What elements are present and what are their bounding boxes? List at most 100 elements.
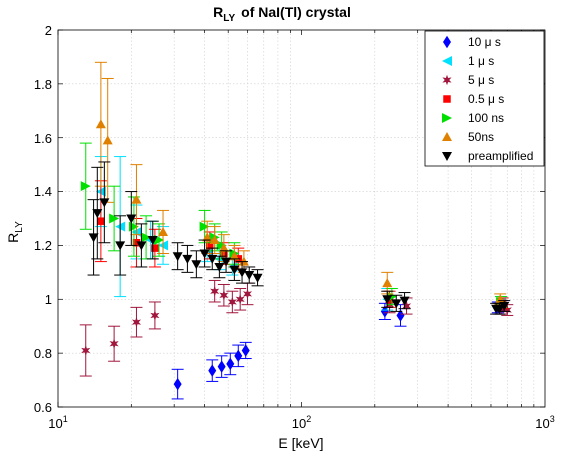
data-point: [252, 273, 263, 283]
y-tick-label-0.8: 0.8: [34, 346, 52, 361]
x-axis-label: E [keV]: [278, 435, 323, 451]
data-point: [95, 119, 106, 129]
series-0: [171, 299, 509, 400]
y-axis-label-main: R: [5, 233, 21, 243]
legend-label: 100 ns: [468, 111, 504, 125]
data-point: [158, 226, 169, 236]
data-point: [210, 285, 220, 297]
data-point: [396, 309, 405, 322]
data-point: [88, 233, 99, 243]
data-point: [229, 265, 240, 275]
data-point: [227, 296, 237, 308]
x-tick-labels: 101 102 103: [48, 414, 554, 431]
data-point: [382, 295, 393, 305]
data-point: [229, 251, 240, 261]
data-point: [109, 213, 120, 224]
legend-label: 5 μ s: [468, 73, 494, 87]
data-point: [141, 232, 152, 243]
title-subscript: LY: [223, 13, 235, 24]
data-point: [81, 345, 91, 356]
data-point: [226, 357, 235, 371]
series-6: [87, 161, 511, 315]
y-tick-label-1.2: 1.2: [34, 238, 52, 253]
series-1: [94, 156, 508, 311]
series-2: [79, 279, 514, 377]
data-point: [244, 271, 255, 281]
data-point: [217, 360, 226, 373]
legend-marker: [442, 152, 452, 161]
data-point: [92, 209, 103, 219]
data-point: [150, 310, 160, 321]
data-point: [218, 243, 229, 253]
legend-item: 50ns: [442, 130, 494, 144]
data-point: [191, 260, 202, 270]
legend-item: preamplified: [442, 149, 533, 163]
y-tick-label-1.6: 1.6: [34, 131, 52, 146]
data-point: [99, 198, 110, 208]
data-point: [234, 349, 243, 363]
y-tick-label-1.4: 1.4: [34, 184, 52, 199]
data-point: [131, 316, 142, 328]
data-point: [382, 278, 393, 288]
data-point: [242, 288, 253, 300]
legend-item: 0.5 μ s: [443, 92, 504, 106]
legend-item: 100 ns: [442, 111, 504, 125]
data-point: [131, 194, 142, 204]
series-3: [94, 180, 509, 310]
data-point: [216, 240, 227, 251]
data-point: [126, 214, 137, 224]
title-rest: of NaI(Tl) crystal: [241, 4, 351, 20]
legend-marker: [442, 74, 452, 86]
chart-title: RLY of NaI(Tl) crystal: [213, 4, 351, 24]
data-point: [147, 236, 158, 246]
data-point: [502, 304, 512, 316]
data-point: [199, 221, 210, 232]
y-axis-label-subscript: LY: [14, 221, 25, 233]
x-tick-label-100: 102: [292, 414, 311, 431]
data-point: [207, 254, 218, 264]
data-point: [401, 300, 412, 312]
data-point: [102, 135, 113, 145]
legend-item: 10 μ s: [443, 35, 501, 49]
y-tick-labels: 0.6 0.8 1 1.2 1.4 1.6 1.8 2: [34, 23, 52, 415]
series-4: [79, 142, 508, 308]
data-point: [391, 299, 402, 309]
legend: 10 μ s 1 μ s 5 μ s 0.5 μ s 100 ns 50ns preampl…: [424, 30, 545, 167]
data-point: [221, 257, 232, 267]
data-point: [199, 249, 210, 259]
data-series: [79, 61, 514, 400]
data-point: [499, 302, 510, 312]
legend-label: 1 μ s: [468, 54, 494, 68]
data-point: [399, 296, 410, 306]
data-point: [219, 290, 229, 301]
x-tick-label-1000: 103: [535, 414, 554, 431]
y-tick-label-0.6: 0.6: [34, 400, 52, 415]
legend-marker: [443, 95, 451, 103]
legend-item: 5 μ s: [442, 73, 494, 87]
data-point: [208, 364, 217, 377]
x-tick-label-10: 101: [48, 414, 67, 431]
title-main: R: [213, 4, 223, 20]
data-point: [214, 262, 225, 272]
data-point: [173, 377, 182, 391]
legend-label: 50ns: [468, 130, 494, 144]
data-point: [97, 217, 105, 225]
y-axis-label: RLY: [5, 221, 25, 243]
y-tick-label-1.8: 1.8: [34, 77, 52, 92]
legend-marker: [442, 132, 452, 141]
data-point: [241, 344, 250, 357]
legend-label: preamplified: [468, 149, 533, 163]
data-point: [136, 241, 147, 251]
data-point: [109, 338, 119, 349]
data-point: [202, 232, 213, 242]
legend-marker: [443, 35, 451, 49]
legend-label: 10 μ s: [468, 35, 501, 49]
legend-label: 0.5 μ s: [468, 92, 504, 106]
y-tick-label-1: 1: [45, 292, 52, 307]
data-point: [237, 268, 248, 278]
data-point: [172, 252, 183, 262]
data-point: [80, 181, 91, 192]
data-point: [115, 241, 126, 251]
data-point: [494, 304, 505, 314]
